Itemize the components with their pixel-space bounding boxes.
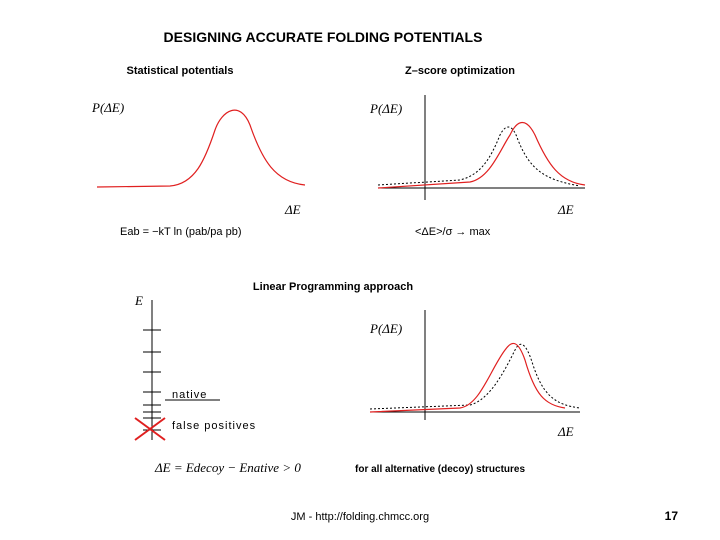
curve bbox=[369, 342, 566, 413]
slide-title: DESIGNING ACCURATE FOLDING POTENTIALS bbox=[164, 29, 483, 45]
formula: <ΔE>/σ → max bbox=[415, 226, 491, 238]
panel-title: Linear Programming approach bbox=[253, 281, 413, 293]
panel-title: Z–score optimization bbox=[405, 65, 515, 77]
formula: Eab = −kT ln (pab/pa pb) bbox=[120, 226, 242, 238]
footer-credit: JM - http://folding.chmcc.org bbox=[291, 511, 429, 523]
note: for all alternative (decoy) structures bbox=[355, 464, 525, 475]
curve bbox=[377, 126, 581, 187]
x-label: ΔE bbox=[284, 202, 301, 217]
y-label: P(ΔE) bbox=[369, 321, 402, 336]
false-positives-label: false positives bbox=[172, 420, 256, 432]
cross bbox=[134, 417, 166, 441]
y-label: P(ΔE) bbox=[369, 101, 402, 116]
curve bbox=[377, 122, 586, 189]
native-label: native bbox=[172, 389, 207, 401]
y-label: P(ΔE) bbox=[91, 100, 124, 115]
x-label: ΔE bbox=[557, 202, 574, 217]
formula: ΔE = Edecoy − Enative > 0 bbox=[154, 460, 301, 475]
y-label: E bbox=[134, 293, 143, 308]
page-number: 17 bbox=[665, 509, 679, 523]
panel-title: Statistical potentials bbox=[127, 65, 234, 77]
curve bbox=[96, 109, 306, 188]
x-label: ΔE bbox=[557, 424, 574, 439]
energy-levels bbox=[143, 329, 161, 431]
